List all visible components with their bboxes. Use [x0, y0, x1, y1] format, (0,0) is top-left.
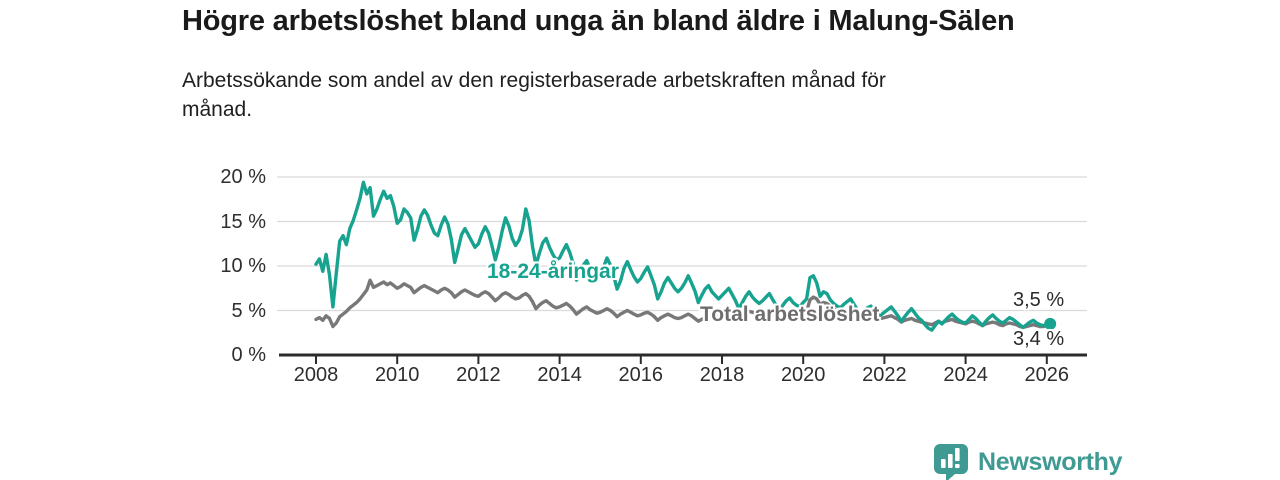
x-axis-label: 2012	[456, 364, 501, 386]
x-axis-label: 2022	[862, 364, 907, 386]
series-line-total	[314, 278, 1052, 330]
y-axis-label: 0 %	[231, 344, 266, 366]
page-title: Högre arbetslöshet bland unga än bland ä…	[182, 5, 1015, 37]
newsworthy-logo-text: Newsworthy	[978, 447, 1123, 476]
page-subtitle: Arbetssökande som andel av den registerb…	[182, 69, 886, 121]
x-axis-label: 2014	[537, 364, 582, 386]
y-axis-label: 15 %	[220, 210, 266, 233]
x-axis-label: 2008	[293, 364, 339, 386]
series-line-youth	[314, 180, 1052, 332]
y-axis-label: 10 %	[220, 255, 266, 277]
end-value-label-youth: 3,5 %	[1013, 289, 1065, 311]
x-axis-label: 2024	[943, 364, 988, 386]
x-axis-label: 2010	[374, 364, 420, 386]
y-axis-label: 20 %	[220, 166, 266, 188]
end-value-label-total: 3,4 %	[1013, 328, 1065, 350]
y-axis-label: 5 %	[231, 299, 266, 322]
x-axis-label: 2020	[780, 364, 826, 386]
bar-chart-speech-bubble-icon	[934, 444, 968, 480]
newsworthy-logo: Newsworthy	[932, 442, 1123, 480]
series-label-total: Total arbetslöshet	[700, 303, 880, 326]
x-axis-label: 2016	[618, 364, 664, 386]
x-axis-label: 2026	[1024, 364, 1070, 386]
series-label-youth: 18-24-åringar	[487, 260, 619, 283]
x-axis-label: 2018	[699, 364, 745, 386]
